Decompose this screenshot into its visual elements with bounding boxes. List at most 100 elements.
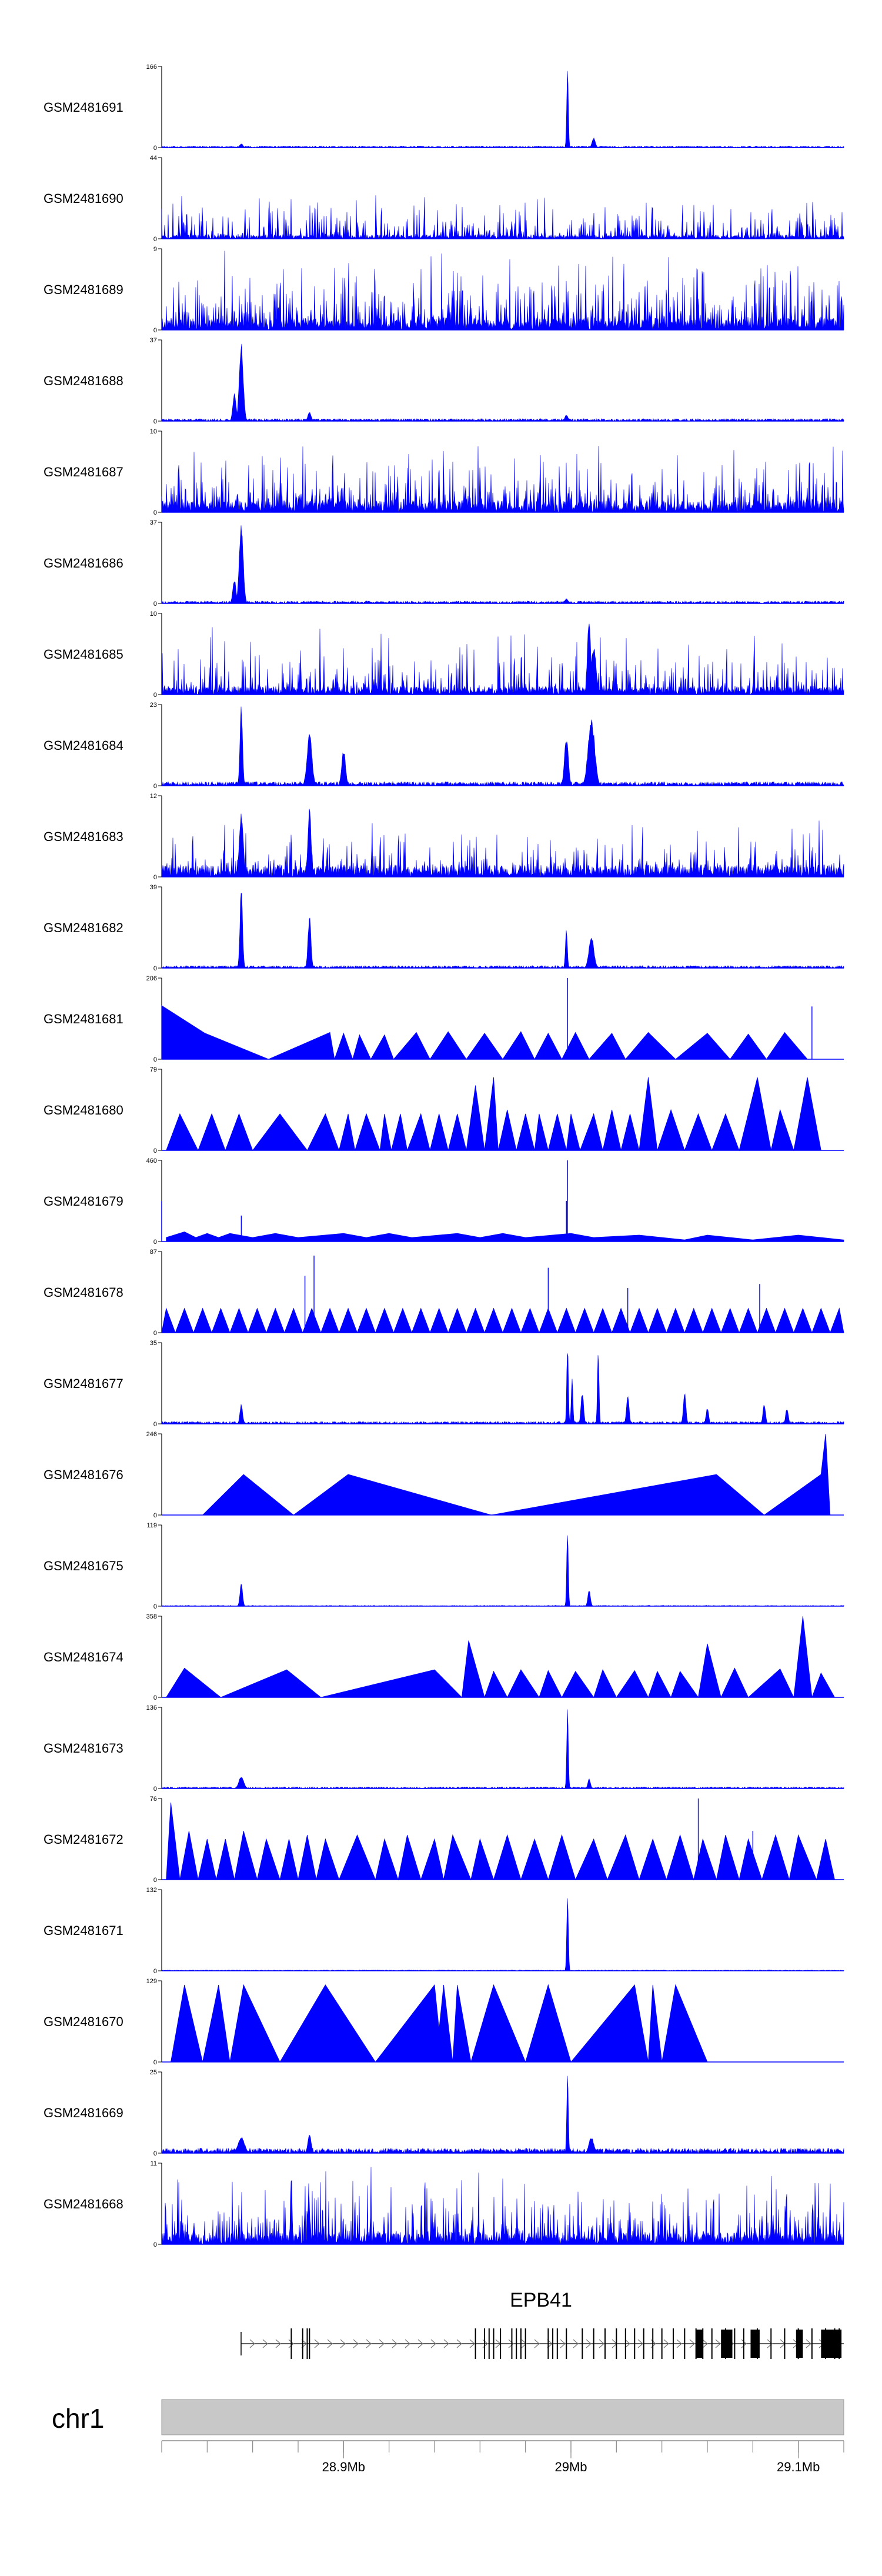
strand-arrow <box>624 2339 630 2348</box>
y-min-label: 0 <box>153 2150 157 2157</box>
track-GSM2481685: GSM2481685 10 0 <box>44 610 844 699</box>
gene-label: EPB41 <box>510 2289 572 2311</box>
coverage-area <box>161 2076 844 2154</box>
y-max-label: 129 <box>146 1978 157 1985</box>
strand-arrow <box>456 2339 462 2348</box>
coverage-area <box>161 1307 844 1334</box>
track-label: GSM2481681 <box>44 1012 123 1026</box>
y-min-label: 0 <box>153 1147 157 1154</box>
strand-arrow <box>767 2339 773 2348</box>
chromosome-band <box>161 2399 844 2435</box>
coverage-area <box>161 623 844 696</box>
coverage-area <box>166 1802 835 1881</box>
track-GSM2481684: GSM2481684 23 0 <box>44 702 844 790</box>
strand-arrow <box>275 2339 281 2348</box>
y-max-label: 23 <box>150 702 157 709</box>
track-label: GSM2481682 <box>44 920 123 935</box>
track-label: GSM2481688 <box>44 373 123 388</box>
coverage-area <box>161 525 844 604</box>
track-label: GSM2481672 <box>44 1832 123 1847</box>
track-GSM2481691: GSM2481691 166 0 <box>44 64 844 152</box>
coverage-area <box>161 1709 844 1789</box>
track-GSM2481668: GSM2481668 11 0 <box>44 2160 844 2248</box>
strand-arrow <box>288 2339 294 2348</box>
gene-exon <box>750 2330 760 2358</box>
track-GSM2481674: GSM2481674 358 0 <box>44 1613 844 1701</box>
y-min-label: 0 <box>153 236 157 243</box>
y-max-label: 246 <box>146 1431 157 1438</box>
y-min-label: 0 <box>153 1239 157 1246</box>
y-max-label: 9 <box>153 246 157 253</box>
track-GSM2481673: GSM2481673 136 0 <box>44 1704 844 1793</box>
strand-arrow <box>417 2339 423 2348</box>
y-min-label: 0 <box>153 145 157 152</box>
strand-arrow <box>663 2339 669 2348</box>
track-label: GSM2481674 <box>44 1650 123 1664</box>
gene-exon <box>696 2330 703 2358</box>
y-max-label: 206 <box>146 975 157 982</box>
chromosome-ideogram: chr1 <box>52 2399 844 2435</box>
strand-arrow <box>469 2339 475 2348</box>
y-min-label: 0 <box>153 874 157 881</box>
track-label: GSM2481671 <box>44 1923 123 1938</box>
y-max-label: 44 <box>150 155 157 162</box>
y-max-label: 10 <box>150 428 157 435</box>
track-label: GSM2481676 <box>44 1467 123 1482</box>
gene-exon <box>821 2330 842 2358</box>
y-max-label: 37 <box>150 337 157 344</box>
y-max-label: 132 <box>146 1887 157 1894</box>
chromosome-label: chr1 <box>52 2403 104 2434</box>
y-min-label: 0 <box>153 692 157 699</box>
coverage-area <box>161 1005 808 1060</box>
strand-arrow <box>715 2339 721 2348</box>
coverage-area <box>166 1231 844 1242</box>
coverage-area <box>161 2167 844 2245</box>
strand-arrow <box>340 2339 346 2348</box>
track-label: GSM2481678 <box>44 1285 123 1300</box>
y-min-label: 0 <box>153 1786 157 1793</box>
strand-arrow <box>547 2339 553 2348</box>
y-max-label: 119 <box>146 1522 157 1529</box>
gene-exon <box>721 2330 733 2358</box>
track-label: GSM2481684 <box>44 738 123 753</box>
strand-arrow <box>599 2339 604 2348</box>
track-GSM2481672: GSM2481672 76 0 <box>44 1796 844 1884</box>
coverage-area <box>161 706 844 787</box>
y-min-label: 0 <box>153 2241 157 2248</box>
coverage-area <box>161 446 844 513</box>
track-label: GSM2481689 <box>44 282 123 297</box>
track-label: GSM2481670 <box>44 2014 123 2029</box>
track-GSM2481678: GSM2481678 87 0 <box>44 1249 844 1337</box>
y-max-label: 11 <box>151 2160 157 2167</box>
strand-arrow <box>405 2339 410 2348</box>
track-GSM2481689: GSM2481689 9 0 <box>44 246 844 334</box>
y-max-label: 460 <box>146 1157 157 1164</box>
y-max-label: 37 <box>150 519 157 526</box>
y-min-label: 0 <box>153 509 157 516</box>
track-GSM2481681: GSM2481681 206 0 <box>44 975 844 1063</box>
track-label: GSM2481673 <box>44 1741 123 1756</box>
strand-arrow <box>508 2339 514 2348</box>
y-min-label: 0 <box>153 1603 157 1610</box>
strand-arrow <box>262 2339 268 2348</box>
coverage-area <box>202 1433 831 1516</box>
track-label: GSM2481679 <box>44 1194 123 1209</box>
track-label: GSM2481683 <box>44 829 123 844</box>
track-label: GSM2481687 <box>44 465 123 479</box>
coverage-area <box>161 195 844 240</box>
strand-arrow <box>521 2339 527 2348</box>
strand-arrow <box>689 2339 695 2348</box>
track-label: GSM2481669 <box>44 2105 123 2120</box>
coverage-area <box>161 1898 844 1971</box>
track-GSM2481671: GSM2481671 132 0 <box>44 1887 844 1975</box>
strand-arrow <box>573 2339 579 2348</box>
track-label: GSM2481680 <box>44 1103 123 1117</box>
y-min-label: 0 <box>153 600 157 608</box>
genome-axis-tick-label: 29.1Mb <box>777 2460 820 2474</box>
strand-arrow <box>430 2339 436 2348</box>
coverage-area <box>161 1535 844 1607</box>
track-GSM2481679: GSM2481679 460 0 <box>44 1157 844 1246</box>
strand-arrow <box>637 2339 643 2348</box>
coverage-area <box>161 893 844 969</box>
